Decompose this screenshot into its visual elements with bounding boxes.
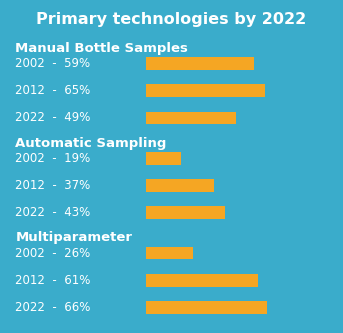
Text: Automatic Sampling: Automatic Sampling <box>15 137 167 150</box>
Text: 2022  -  43%: 2022 - 43% <box>15 206 91 219</box>
Text: Multiparameter: Multiparameter <box>15 231 132 244</box>
FancyBboxPatch shape <box>146 274 258 287</box>
Text: 2002  -  19%: 2002 - 19% <box>15 152 91 165</box>
Text: 2002  -  59%: 2002 - 59% <box>15 57 91 70</box>
Text: 2002  -  26%: 2002 - 26% <box>15 246 91 260</box>
FancyBboxPatch shape <box>146 152 181 165</box>
Text: 2012  -  65%: 2012 - 65% <box>15 84 91 97</box>
FancyBboxPatch shape <box>146 57 254 70</box>
Text: 2022  -  49%: 2022 - 49% <box>15 111 91 125</box>
FancyBboxPatch shape <box>146 247 193 259</box>
Text: 2012  -  61%: 2012 - 61% <box>15 274 91 287</box>
FancyBboxPatch shape <box>146 112 236 124</box>
FancyBboxPatch shape <box>146 301 267 314</box>
FancyBboxPatch shape <box>146 206 225 219</box>
FancyBboxPatch shape <box>146 179 214 192</box>
Text: Primary technologies by 2022: Primary technologies by 2022 <box>36 12 307 27</box>
FancyBboxPatch shape <box>146 84 265 97</box>
Text: 2022  -  66%: 2022 - 66% <box>15 301 91 314</box>
Text: 2012  -  37%: 2012 - 37% <box>15 179 91 192</box>
Text: Manual Bottle Samples: Manual Bottle Samples <box>15 42 188 55</box>
